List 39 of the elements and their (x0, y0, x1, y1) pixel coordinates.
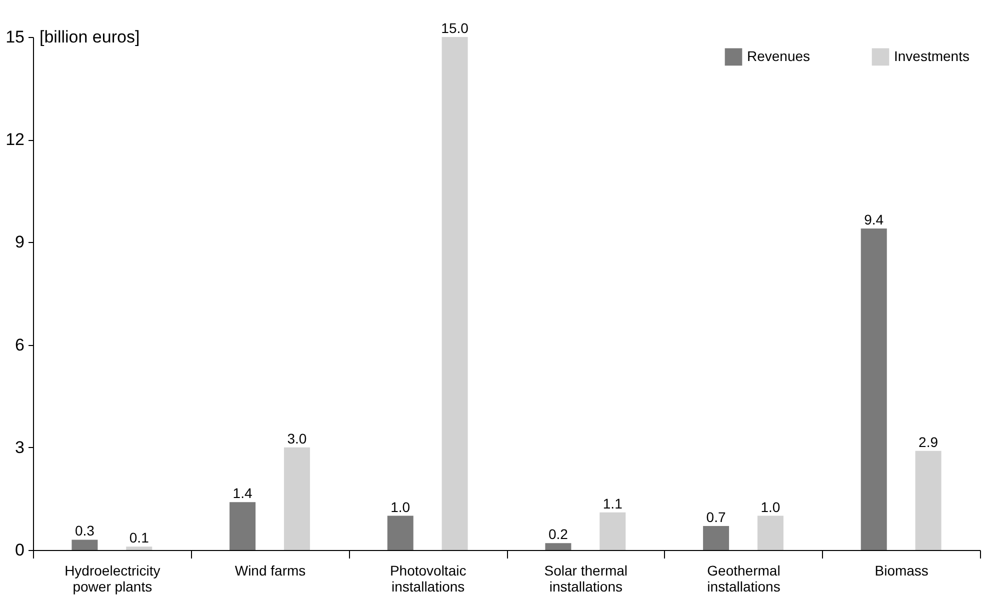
data-label: 1.4 (232, 485, 252, 502)
data-label: 15.0 (441, 20, 469, 36)
bar (284, 447, 310, 550)
data-label: 2.9 (918, 434, 938, 450)
bar (545, 543, 572, 550)
bar (600, 512, 626, 550)
data-label: 0.7 (706, 509, 726, 526)
x-tick-label: Biomass (874, 562, 928, 578)
data-label: 0.3 (74, 522, 95, 539)
bar (860, 228, 887, 550)
y-tick-label: 9 (15, 232, 24, 252)
data-label: 1.0 (390, 498, 410, 515)
bar (230, 502, 256, 550)
x-tick-label: Photovoltaic installations (390, 562, 466, 594)
x-tick-label: Solar thermal installations (544, 562, 628, 594)
bar (915, 450, 942, 550)
y-tick-label: 0 (15, 540, 24, 560)
data-label: 1.0 (760, 498, 780, 515)
bar (442, 37, 468, 550)
data-label: 3.0 (287, 430, 307, 446)
bar (703, 526, 730, 550)
bar (72, 540, 98, 550)
bar (757, 516, 784, 550)
bar (387, 516, 414, 550)
y-axis-title: [billion euros] (40, 28, 140, 46)
legend-label: Revenues (747, 48, 810, 64)
bar (126, 546, 152, 550)
data-label: 1.1 (602, 495, 623, 512)
data-label: 0.2 (548, 526, 568, 542)
y-tick-label: 12 (6, 130, 24, 150)
y-tick-label: 3 (15, 438, 24, 457)
y-tick-label: 15 (6, 28, 24, 46)
x-tick-label: Hydroelectricity power plants (64, 562, 160, 594)
data-label: 0.1 (129, 530, 150, 546)
legend-label: Investments (894, 48, 970, 64)
y-tick-label: 6 (15, 335, 24, 354)
x-tick-label: Wind farms (234, 562, 306, 578)
x-tick-label: Geothermal installations (707, 562, 780, 594)
data-label: 9.4 (864, 212, 884, 228)
